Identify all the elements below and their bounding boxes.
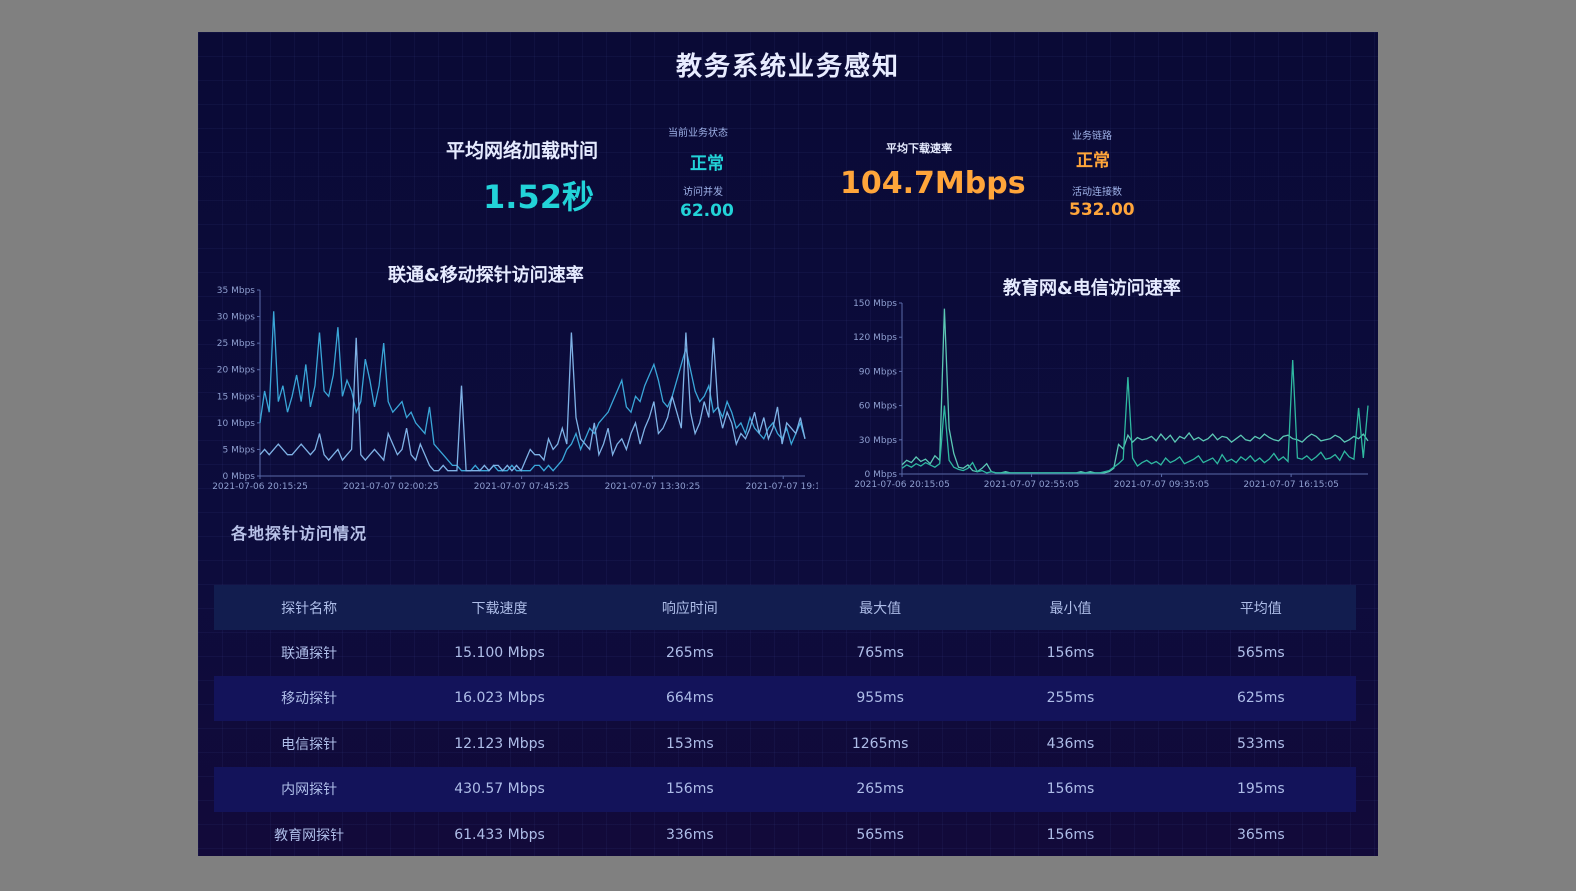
col-header-response: 响应时间 [594,585,785,630]
cell-name: 移动探针 [214,675,405,721]
cell-max: 1265ms [851,735,909,752]
y-tick-label: 60 Mbps [859,402,898,412]
table-row[interactable]: 电信探针 12.123 Mbps 153ms 1265ms 436ms 533m… [214,721,1356,767]
status-value: 正常 [690,154,724,174]
col-header-max: 最大值 [784,585,976,630]
x-tick-label: 2021-07-07 19:1 [746,482,818,492]
cell-avg: 625ms [1165,675,1356,721]
cell-min: 156ms [1046,644,1095,661]
y-tick-label: 90 Mbps [859,367,898,377]
col-header-speed: 下载速度 [404,585,595,630]
cell-response: 156ms [594,766,785,812]
cell-min: 156ms [975,766,1166,812]
cell-response: 153ms [665,735,714,752]
table-row[interactable]: 教育网探针 61.433 Mbps 336ms 565ms 156ms 365m… [214,812,1356,856]
status-label: 当前业务状态 [668,128,728,139]
cell-response: 265ms [665,644,714,661]
cell-speed: 61.433 Mbps [454,826,545,843]
x-tick-label: 2021-07-06 20:15:25 [212,482,308,492]
y-tick-label: 15 Mbps [217,392,256,402]
cell-max: 265ms [784,766,976,812]
series-line-2 [259,332,806,472]
col-header-min: 最小值 [975,585,1166,630]
cell-avg: 365ms [1236,826,1285,843]
x-tick-label: 2021-07-07 16:15:05 [1243,480,1339,490]
cell-response: 336ms [665,826,714,843]
cell-speed: 16.023 Mbps [404,675,595,721]
chart1-title: 联通&移动探针访问速率 [388,265,584,286]
cell-speed: 15.100 Mbps [454,644,545,661]
x-tick-label: 2021-07-07 13:30:25 [605,482,701,492]
cell-speed: 12.123 Mbps [454,735,545,752]
avg-download-value: 104.7Mbps [840,166,1026,201]
x-tick-label: 2021-07-07 02:55:05 [984,480,1080,490]
chart-edu-telecom-rate: 0 Mbps 30 Mbps 60 Mbps 90 Mbps 120 Mbps 150 M… [853,299,1369,490]
probe-section-title: 各地探针访问情况 [231,524,368,543]
page-title: 教务系统业务感知 [675,52,900,82]
col-header-avg: 平均值 [1165,585,1356,630]
y-tick-label: 0 Mbps [223,472,256,482]
chart2-title: 教育网&电信访问速率 [1003,278,1181,299]
avg-load-label: 平均网络加载时间 [446,140,599,162]
table-row[interactable]: 内网探针 430.57 Mbps 156ms 265ms 156ms 195ms [214,766,1356,812]
cell-name: 内网探针 [214,766,405,812]
cell-name: 教育网探针 [274,827,345,844]
y-tick-label: 25 Mbps [217,339,256,349]
y-tick-label: 10 Mbps [217,419,256,429]
chart-carrier-rate: 0 Mbps 5 Mbps 10 Mbps 15 Mbps 20 Mbps 25 Mbps… [212,286,818,492]
cell-min: 436ms [1046,735,1095,752]
y-tick-label: 30 Mbps [859,436,898,446]
concurrency-value: 62.00 [680,201,734,221]
avg-download-label: 平均下载速率 [886,142,952,155]
series-line-2 [901,359,1369,474]
cell-response: 664ms [594,675,785,721]
y-tick-label: 120 Mbps [853,333,897,343]
cell-name: 电信探针 [281,736,338,753]
dashboard-screen: 教务系统业务感知 平均网络加载时间 1.52秒 当前业务状态 正常 访问并发 6… [198,32,1378,856]
cell-avg: 533ms [1236,735,1285,752]
cell-speed: 430.57 Mbps [404,766,595,812]
cell-avg: 565ms [1236,644,1285,661]
x-tick-label: 2021-07-07 07:45:25 [474,482,570,492]
y-tick-label: 0 Mbps [865,470,898,480]
y-tick-label: 35 Mbps [217,286,256,296]
x-tick-label: 2021-07-07 09:35:05 [1114,480,1210,490]
link-label: 业务链路 [1072,131,1112,142]
y-tick-label: 5 Mbps [223,445,256,455]
cell-max: 765ms [856,644,904,661]
concurrency-label: 访问并发 [683,187,723,198]
series-line-1 [259,311,806,472]
y-tick-label: 30 Mbps [217,313,256,323]
table-row[interactable]: 移动探针 16.023 Mbps 664ms 955ms 255ms 625ms [214,675,1356,721]
cell-avg: 195ms [1165,766,1356,812]
table-header-row: 探针名称 下载速度 响应时间 最大值 最小值 平均值 [214,585,1356,630]
cell-max: 955ms [784,675,976,721]
table-row[interactable]: 联通探针 15.100 Mbps 265ms 765ms 156ms 565ms [214,630,1356,676]
cell-name: 联通探针 [281,645,338,662]
link-value: 正常 [1076,151,1110,171]
avg-load-value: 1.52秒 [483,178,594,216]
col-header-name: 探针名称 [214,585,405,630]
active-conn-value: 532.00 [1069,200,1135,220]
x-tick-label: 2021-07-06 20:15:05 [854,480,950,490]
cell-min: 255ms [975,675,1166,721]
cell-max: 565ms [856,826,904,843]
probe-table: 探针名称 下载速度 响应时间 最大值 最小值 平均值 联通探针 15.100 M… [214,585,1356,856]
y-tick-label: 150 Mbps [853,299,897,309]
active-conn-label: 活动连接数 [1072,187,1122,198]
x-tick-label: 2021-07-07 02:00:25 [343,482,439,492]
series-line-1 [901,308,1369,474]
cell-min: 156ms [1046,826,1095,843]
y-tick-label: 20 Mbps [217,366,256,376]
